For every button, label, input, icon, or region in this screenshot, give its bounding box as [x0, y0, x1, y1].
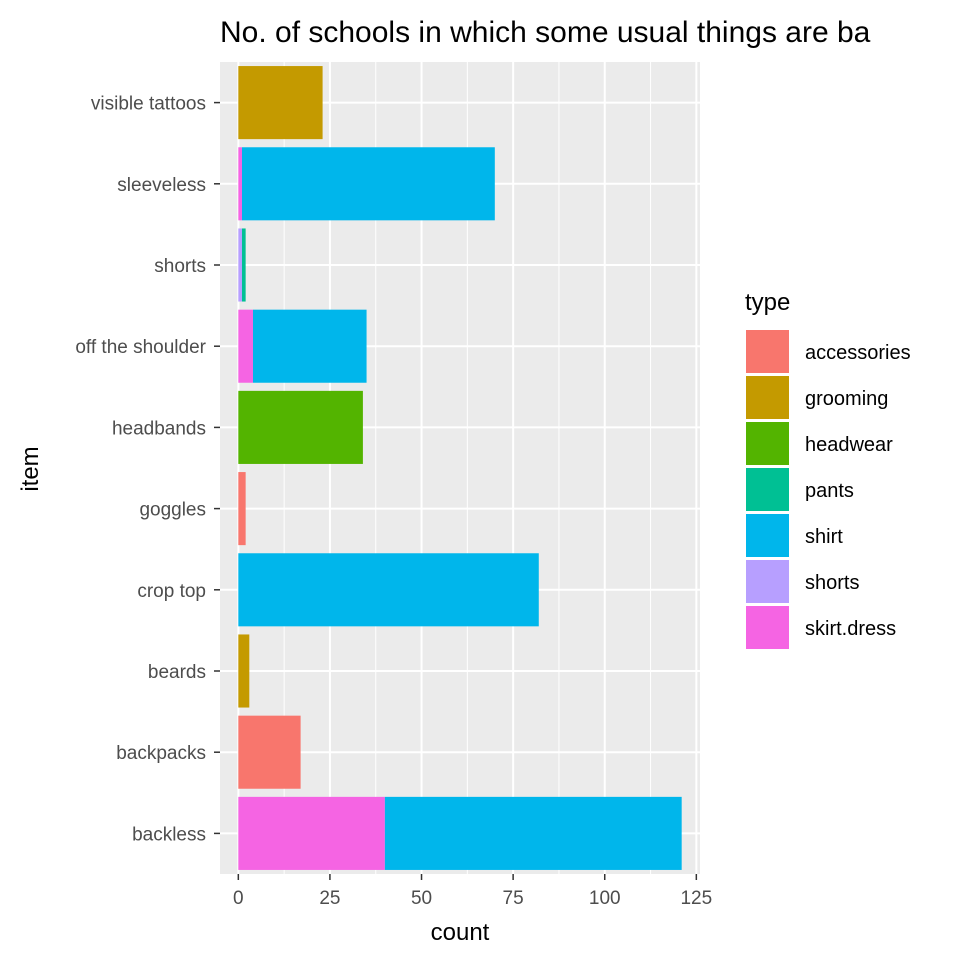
bar-segment [238, 634, 250, 708]
legend-swatch [746, 606, 789, 649]
chart-title: No. of schools in which some usual thing… [220, 16, 871, 49]
y-tick-label: shorts [154, 256, 206, 277]
y-axis-ticks: backless backpacks beards crop top goggles he… [75, 94, 220, 845]
y-tick-label: backpacks [116, 743, 206, 764]
legend-swatch [746, 514, 789, 557]
bar-segment [238, 66, 323, 140]
y-tick-label: backless [132, 824, 206, 845]
bars-layer [238, 66, 682, 870]
x-axis-ticks: 0 25 50 75 100 125 [233, 874, 712, 909]
bar-segment [241, 147, 495, 221]
bar-segment [238, 796, 385, 870]
bar-segment [238, 309, 253, 383]
legend-label: skirt.dress [805, 618, 896, 640]
y-tick-label: off the shoulder [75, 337, 206, 358]
legend-swatch [746, 560, 789, 603]
x-tick-label: 75 [503, 888, 524, 909]
bar-segment [384, 796, 682, 870]
legend-swatch [746, 376, 789, 419]
bar-segment [238, 715, 301, 789]
legend-swatch [746, 422, 789, 465]
y-tick-label: goggles [139, 500, 206, 521]
legend-label: shorts [805, 572, 859, 594]
bar-segment [252, 309, 367, 383]
legend-swatch [746, 330, 789, 373]
legend-label: pants [805, 480, 854, 502]
y-axis-title: item [17, 446, 44, 491]
y-tick-label: crop top [137, 581, 206, 602]
y-tick-label: sleeveless [117, 175, 206, 196]
x-tick-label: 25 [319, 888, 340, 909]
bar-segment [238, 147, 242, 221]
y-tick-label: beards [148, 662, 206, 683]
legend-label: headwear [805, 434, 893, 456]
bar-segment [238, 472, 246, 546]
legend-label: grooming [805, 388, 888, 410]
x-tick-label: 100 [589, 888, 621, 909]
legend-title: type [745, 289, 790, 316]
bar-segment [238, 390, 363, 464]
x-tick-label: 50 [411, 888, 432, 909]
legend-swatch [746, 468, 789, 511]
bar-segment [238, 553, 539, 627]
legend-label: accessories [805, 342, 911, 364]
bar-segment [238, 228, 242, 302]
x-axis-title: count [431, 919, 490, 946]
legend-label: shirt [805, 526, 843, 548]
legend: accessories grooming headwear pants shirt sho… [746, 330, 911, 649]
bar-segment [241, 228, 246, 302]
x-tick-label: 125 [680, 888, 712, 909]
y-tick-label: visible tattoos [91, 94, 206, 115]
x-tick-label: 0 [233, 888, 244, 909]
y-tick-label: headbands [112, 418, 206, 439]
